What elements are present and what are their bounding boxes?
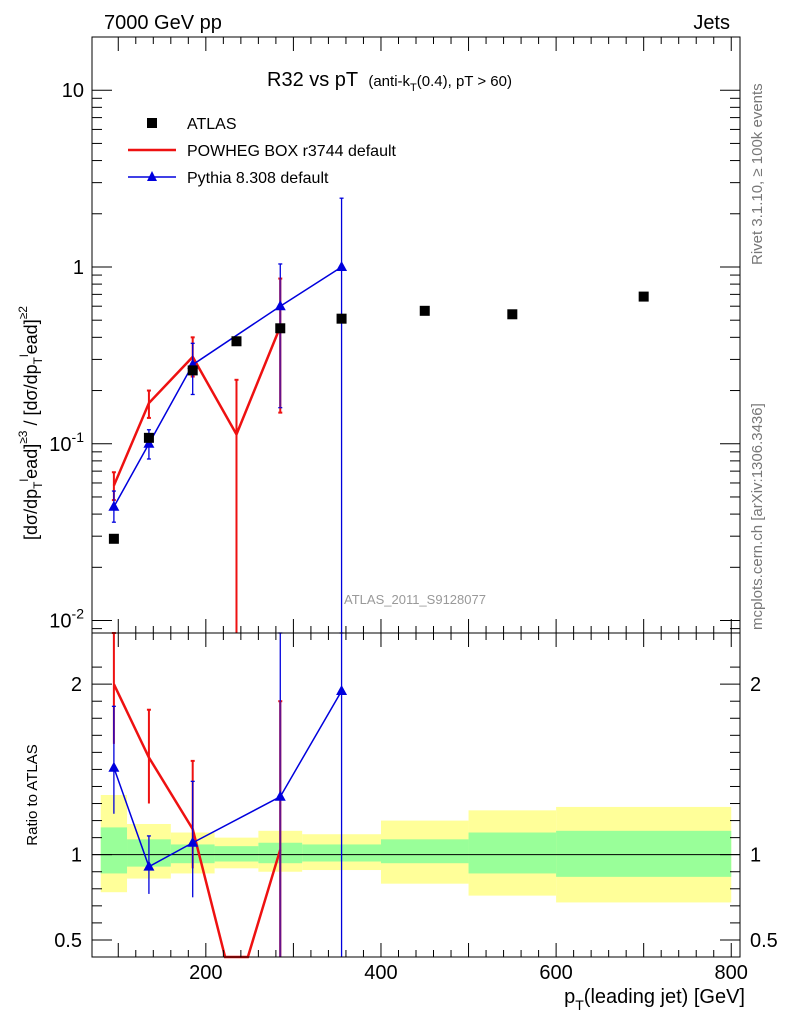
legend-marker-atlas	[147, 118, 157, 128]
ratio-y-tick-label-right: 0.5	[750, 930, 778, 952]
chart-title-sub: (anti-k	[368, 73, 410, 90]
atlas-point	[187, 365, 198, 376]
atlas-point	[638, 291, 649, 302]
x-tick-label: 600	[539, 962, 572, 984]
main-plot-marks	[108, 197, 649, 633]
main-y-tick-label: 10-1	[49, 429, 84, 456]
ratio-axes: 0.5 0.5 1 1 2 2 200 400 600 800	[54, 633, 778, 984]
pythia-point	[336, 260, 348, 271]
chart-title-sub-subscript: T	[410, 82, 417, 94]
legend-label-powheg: POWHEG BOX r3744 default	[187, 143, 397, 160]
pythia-point	[108, 500, 120, 511]
chart-title: R32 vs pT (anti-kT(0.4), pT > 60)	[267, 69, 512, 94]
legend-marker-pythia	[147, 171, 157, 181]
x-axis-title: pT(leading jet) [GeV]	[564, 986, 745, 1013]
atlas-point	[507, 309, 518, 320]
ratio-pythia-point	[108, 761, 120, 772]
ratio-band-inner	[214, 846, 259, 862]
ratio-panel: 0.5 0.5 1 1 2 2 200 400 600 800	[54, 632, 778, 984]
ratio-y-tick-label-right: 1	[750, 845, 761, 867]
ratio-plot-marks	[92, 632, 740, 959]
x-tick-label: 200	[189, 962, 222, 984]
legend-label-atlas: ATLAS	[187, 116, 237, 133]
main-axes: 10 1 10-1 10-2	[49, 36, 740, 633]
ratio-y-tick-label-left: 1	[71, 845, 82, 867]
legend-label-pythia: Pythia 8.308 default	[187, 170, 329, 187]
chart-title-sub-rest: (0.4), pT > 60)	[417, 73, 512, 90]
pythia-line	[113, 266, 342, 508]
atlas-point	[419, 305, 430, 316]
pythia-point	[274, 300, 286, 311]
x-tick-label: 400	[364, 962, 397, 984]
ratio-pythia-point	[143, 860, 155, 871]
header-category: Jets	[693, 12, 730, 34]
main-panel: 10 1 10-1 10-2	[49, 36, 741, 634]
header-energy: 7000 GeV pp	[104, 12, 222, 34]
ratio-pythia-point	[274, 790, 286, 801]
ratio-y-tick-label-right: 2	[750, 674, 761, 696]
ratio-plot-frame	[91, 632, 741, 958]
chart-title-main: R32 vs pT	[267, 69, 358, 91]
atlas-point	[275, 323, 286, 334]
atlas-point	[108, 533, 119, 544]
main-y-tick-label: 10-2	[49, 606, 84, 633]
legend: ATLAS POWHEG BOX r3744 default Pythia 8.…	[128, 116, 397, 187]
ratio-y-tick-label-left: 0.5	[54, 930, 82, 952]
rivet-label: Rivet 3.1.10, ≥ 100k events	[749, 83, 766, 265]
main-y-axis-title: [dσ/dpTlead]≥3 / [dσ/dpTlead]≥2	[16, 306, 45, 540]
main-y-tick-label: 1	[73, 257, 84, 279]
x-tick-label: 800	[715, 962, 748, 984]
atlas-point	[143, 432, 154, 443]
mcplots-label: mcplots.cern.ch [arXiv:1306.3436]	[749, 403, 766, 630]
ratio-powheg-line	[112, 683, 282, 959]
watermark-label: ATLAS_2011_S9128077	[344, 592, 486, 607]
ratio-band-inner	[556, 830, 732, 877]
ratio-band-inner	[380, 839, 469, 864]
main-y-tick-label: 10	[62, 80, 84, 102]
ratio-band-inner	[100, 827, 128, 874]
atlas-point	[231, 336, 242, 347]
ratio-pythia-point	[336, 684, 348, 695]
ratio-y-tick-label-left: 2	[71, 674, 82, 696]
atlas-point	[336, 313, 347, 324]
ratio-pythia-point	[187, 836, 199, 847]
ratio-y-axis-title: Ratio to ATLAS	[24, 744, 41, 845]
ratio-band-inner	[468, 832, 557, 874]
